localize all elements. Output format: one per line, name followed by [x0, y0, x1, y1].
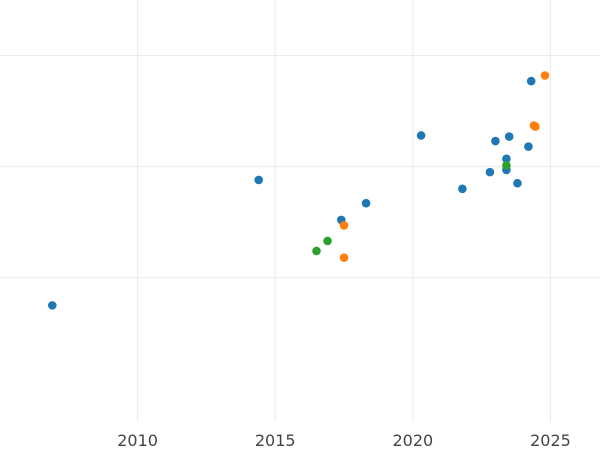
x-tick-label: 2015	[255, 431, 296, 450]
scatter-point-series-1	[513, 178, 522, 188]
x-tick-label: 2025	[530, 431, 571, 450]
x-tick-label: 2010	[117, 431, 158, 450]
grid-lines	[0, 0, 600, 422]
scatter-point-series-2	[540, 71, 550, 80]
scatter-point-series-1	[491, 136, 500, 146]
scatter-point-series-1	[526, 76, 536, 86]
data-points	[47, 71, 550, 310]
x-axis-tick-labels: 2010 2015 2020 2025	[117, 431, 571, 450]
scatter-point-series-1	[361, 198, 371, 208]
scatter-point-series-3	[323, 236, 332, 246]
scatter-point-series-3	[502, 161, 511, 170]
x-tick-label: 2020	[392, 431, 433, 450]
scatter-point-series-1	[504, 132, 514, 141]
scatter-point-series-2	[339, 253, 349, 262]
scatter-point-series-1	[485, 167, 495, 177]
scatter-point-series-3	[312, 246, 321, 256]
scatter-point-series-1	[254, 175, 264, 185]
scatter-point-series-2	[531, 122, 540, 131]
scatter-point-series-1	[458, 184, 467, 194]
scatter-point-series-1	[47, 301, 57, 310]
scatter-point-series-1	[416, 131, 426, 140]
scatter-point-series-2	[339, 221, 349, 230]
scatter-point-series-1	[502, 154, 511, 164]
scatter-point-series-1	[524, 142, 533, 151]
